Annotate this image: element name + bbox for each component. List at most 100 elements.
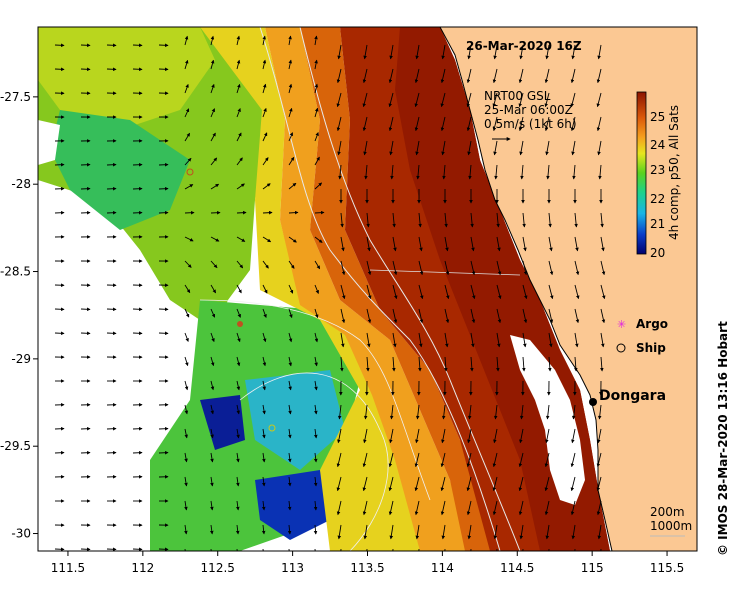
current-vector-arrow: [288, 182, 297, 190]
x-tick-label: 111.5: [51, 561, 85, 575]
current-vector-arrow: [522, 260, 528, 276]
current-vector-arrow: [597, 404, 602, 420]
current-vector-arrow: [262, 157, 269, 166]
current-vector-arrow: [262, 308, 267, 318]
current-vector-arrow: [287, 524, 292, 535]
current-vector-arrow: [337, 524, 342, 540]
current-vector-arrow: [492, 68, 498, 84]
current-vector-arrow: [184, 132, 190, 142]
current-vector-arrow: [262, 183, 271, 190]
current-vector-arrow: [262, 356, 267, 367]
current-vectors: [54, 35, 606, 551]
current-vector-arrow: [288, 260, 295, 269]
current-vector-arrow: [340, 284, 346, 300]
current-vector-arrow: [522, 332, 527, 348]
colorbar-tick: 23: [650, 163, 665, 177]
current-vector-arrow: [519, 44, 524, 60]
current-vector-arrow: [288, 308, 293, 319]
sst-patch-teal: [50, 110, 190, 230]
current-vector-arrow: [416, 164, 420, 180]
current-vector-arrow: [418, 308, 424, 324]
current-vector-arrow: [466, 68, 472, 84]
current-vector-arrow: [262, 35, 266, 46]
current-vector-arrow: [210, 332, 215, 343]
current-vector-arrow: [288, 284, 294, 294]
current-vector-arrow: [288, 332, 293, 343]
contour-seamount: [199, 299, 431, 501]
sst-patch-yellowgreen: [38, 27, 215, 130]
current-vector-arrow: [470, 284, 476, 300]
current-vector-arrow: [548, 260, 554, 276]
current-vector-arrow: [184, 476, 188, 487]
current-vector-arrow: [392, 236, 397, 252]
dongara-marker-icon: [589, 398, 597, 406]
current-vector-arrow: [288, 428, 292, 439]
current-vector-arrow: [548, 212, 552, 228]
current-vector-arrow: [210, 356, 215, 367]
current-vector-arrow: [210, 284, 216, 294]
current-vector-arrow: [388, 476, 394, 492]
current-vector-arrow: [287, 476, 292, 487]
drifter-marker: [268, 424, 276, 432]
current-vector-arrow: [574, 356, 578, 372]
current-vector-arrow: [313, 452, 318, 463]
current-vector-arrow: [336, 500, 342, 516]
current-vector-arrow: [236, 35, 241, 46]
current-vector-arrow: [492, 452, 498, 468]
current-vector-arrow: [440, 116, 446, 132]
legend-ship-label: Ship: [636, 341, 666, 355]
colorbar: [636, 91, 647, 255]
current-vector-arrow: [262, 107, 267, 118]
map-title: 26-Mar-2020 16Z: [466, 39, 582, 53]
current-vector-arrow: [262, 404, 266, 415]
current-vector-arrow: [184, 260, 192, 268]
current-vector-arrow: [518, 476, 524, 492]
current-vector-arrow: [287, 500, 292, 511]
current-vector-arrow: [288, 452, 292, 463]
current-vector-arrow: [340, 356, 344, 372]
current-vector-arrow: [574, 236, 579, 252]
current-vector-arrow: [518, 116, 524, 132]
current-vector-arrow: [415, 140, 420, 156]
current-vector-arrow: [470, 260, 476, 276]
current-vector-arrow: [235, 524, 240, 535]
current-vector-arrow: [389, 524, 394, 540]
current-vector-arrow: [600, 308, 606, 324]
current-vector-arrow: [600, 260, 606, 276]
current-vector-arrow: [470, 332, 475, 348]
current-vector-arrow: [596, 476, 602, 492]
current-vector-arrow: [444, 308, 450, 324]
current-vector-arrow: [314, 83, 319, 94]
current-vector-arrow: [236, 108, 241, 118]
current-vector-arrow: [366, 212, 370, 228]
current-vector-arrow: [336, 92, 342, 108]
current-vector-arrow: [314, 308, 319, 319]
current-vector-arrow: [440, 500, 446, 516]
current-vector-arrow: [545, 428, 550, 444]
y-tick-label: -28.5: [0, 265, 31, 279]
current-vector-arrow: [522, 236, 527, 252]
current-vector-arrow: [364, 164, 368, 180]
current-vector-arrow: [441, 524, 446, 540]
legend-argo-label: Argo: [636, 317, 668, 331]
current-vector-arrow: [440, 92, 446, 108]
current-vector-arrow: [236, 500, 240, 511]
current-vector-arrow: [314, 107, 319, 118]
current-vector-arrow: [313, 476, 318, 487]
current-vector-arrow: [470, 356, 474, 372]
x-tick-label: 114: [431, 561, 454, 575]
current-vector-arrow: [210, 428, 214, 439]
current-vector-arrow: [388, 92, 394, 108]
current-vector-arrow: [262, 380, 266, 391]
current-vector-arrow: [366, 236, 371, 252]
current-vector-arrow: [314, 380, 318, 391]
current-vector-arrow: [366, 284, 372, 300]
colorbar-tick: 24: [650, 138, 665, 152]
current-vector-arrow: [336, 452, 342, 468]
current-vector-arrow: [571, 404, 576, 420]
current-vector-arrow: [314, 404, 318, 415]
current-vector-arrow: [288, 210, 299, 215]
current-vector-arrow: [362, 500, 368, 516]
current-vector-arrow: [415, 524, 420, 540]
current-vector-arrow: [236, 356, 241, 367]
